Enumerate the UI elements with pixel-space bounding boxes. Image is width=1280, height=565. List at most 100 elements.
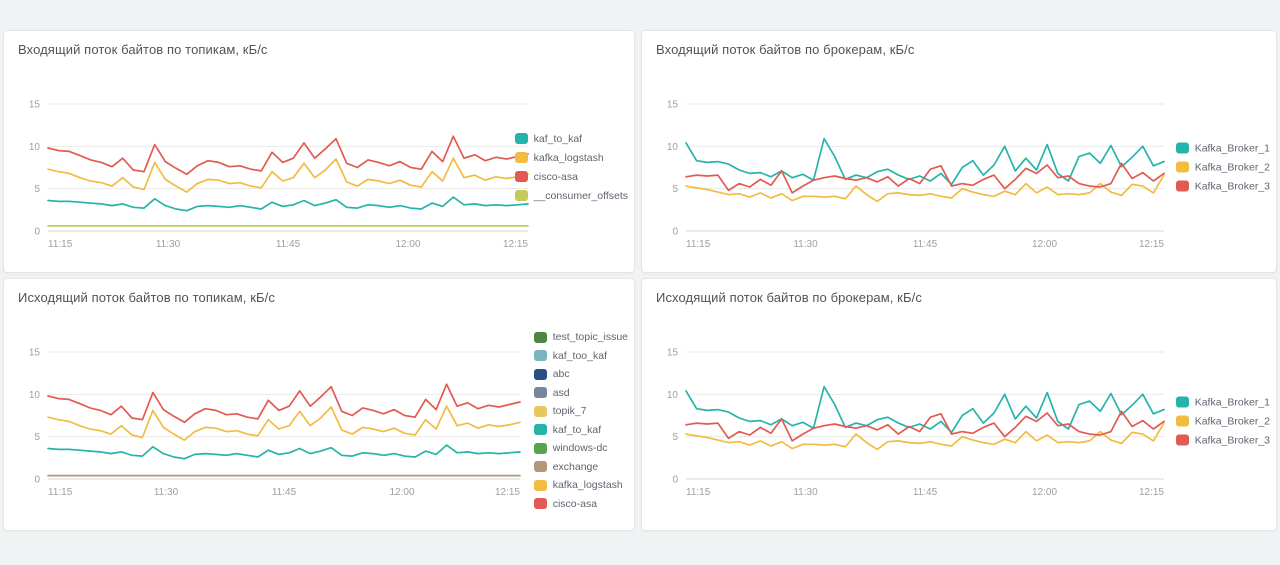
outgoing-topics-line-chart[interactable]: 0 5 10 15 11:15 11:30 11:45 12:00 12:15: [4, 309, 634, 530]
legend-swatch: [1175, 396, 1189, 408]
legend-label: Kafka_Broker_3: [1194, 180, 1270, 193]
legend-item-Kafka_Broker_2[interactable]: Kafka_Broker_2: [1175, 415, 1270, 428]
legend-item-Kafka_Broker_1[interactable]: Kafka_Broker_1: [1175, 396, 1270, 409]
legend-label: kaf_too_kaf: [552, 349, 607, 362]
legend-swatch: [1175, 180, 1189, 192]
legend-swatch: [1175, 434, 1189, 446]
legend-item-Kafka_Broker_3[interactable]: Kafka_Broker_3: [1175, 180, 1270, 193]
legend-label: Kafka_Broker_2: [1194, 415, 1270, 428]
legend-item-kaf_too_kaf[interactable]: kaf_too_kaf: [533, 349, 628, 362]
legend-swatch: [1175, 161, 1189, 173]
x-axis-tick: 11:45: [913, 239, 938, 250]
legend-swatch: [533, 479, 547, 491]
legend-label: cisco-asa: [552, 497, 598, 510]
y-axis-tick: 0: [34, 475, 40, 486]
legend-swatch: [1175, 142, 1189, 154]
legend-item-exchange[interactable]: exchange: [533, 460, 628, 473]
legend-item-test_topic_issue[interactable]: test_topic_issue: [533, 331, 628, 343]
kafka-dashboard: Входящий поток байтов по топикам, кБ/с 0…: [3, 30, 1277, 531]
x-axis-tick: 12:00: [1032, 239, 1057, 250]
y-axis-tick: 10: [667, 142, 679, 153]
series-line-kafka_logstash: [47, 405, 521, 441]
legend-item-__consumer_offsets[interactable]: __consumer_offsets: [514, 189, 628, 202]
panel-incoming-bytes-by-broker: Входящий поток байтов по брокерам, кБ/с …: [641, 30, 1277, 273]
legend-item-Kafka_Broker_2[interactable]: Kafka_Broker_2: [1175, 161, 1270, 173]
x-axis-tick: 11:15: [686, 487, 711, 498]
y-axis-tick: 0: [34, 227, 40, 238]
y-axis-tick: 5: [672, 184, 678, 195]
legend-item-topik_7[interactable]: topik_7: [533, 405, 628, 417]
y-axis-tick: 15: [667, 100, 679, 111]
legend-label: topik_7: [552, 405, 587, 417]
legend-item-kaf_to_kaf[interactable]: kaf_to_kaf: [533, 424, 628, 436]
legend-item-asd[interactable]: asd: [533, 386, 628, 399]
legend-label: asd: [552, 386, 570, 399]
x-axis-tick: 12:15: [1139, 487, 1164, 498]
series-line-kafka_logstash: [47, 157, 529, 193]
panel-title: Входящий поток байтов по топикам, кБ/с: [18, 42, 268, 57]
panel-outgoing-bytes-by-topic: Исходящий поток байтов по топикам, кБ/с …: [3, 278, 635, 531]
legend-item-Kafka_Broker_3[interactable]: Kafka_Broker_3: [1175, 434, 1270, 447]
legend-swatch: [533, 368, 547, 380]
series-line-Kafka_Broker_2: [685, 422, 1165, 451]
legend-swatch: [514, 190, 528, 202]
incoming-brokers-line-chart[interactable]: 0 5 10 15 11:15 11:30 11:45 12:00 12:15: [642, 61, 1276, 272]
legend-swatch: [514, 152, 528, 164]
legend-swatch: [533, 498, 547, 509]
legend-swatch: [533, 350, 547, 361]
legend-label: kaf_to_kaf: [533, 132, 583, 145]
y-axis-tick: 5: [34, 184, 40, 195]
legend-label: Kafka_Broker_3: [1194, 434, 1270, 447]
panel-incoming-bytes-by-topic: Входящий поток байтов по топикам, кБ/с 0…: [3, 30, 635, 273]
legend-label: windows-dc: [552, 442, 608, 454]
x-axis-tick: 12:15: [503, 239, 528, 250]
legend-item-kaf_to_kaf[interactable]: kaf_to_kaf: [514, 132, 628, 145]
series-line-Kafka_Broker_3: [685, 162, 1165, 194]
legend-label: Kafka_Broker_1: [1194, 396, 1270, 409]
legend-label: Kafka_Broker_1: [1194, 142, 1270, 155]
x-axis-tick: 11:15: [48, 487, 73, 498]
legend-swatch: [533, 424, 547, 435]
legend-label: abc: [552, 368, 570, 380]
legend-label: exchange: [552, 460, 599, 473]
legend-item-abc[interactable]: abc: [533, 368, 628, 380]
legend-item-kafka_logstash[interactable]: kafka_logstash: [533, 479, 628, 491]
legend-item-Kafka_Broker_1[interactable]: Kafka_Broker_1: [1175, 142, 1270, 155]
series-line-Kafka_Broker_3: [685, 410, 1165, 442]
legend-swatch: [533, 331, 547, 343]
legend: kaf_to_kaf kafka_logstash cisco-asa __consu…: [514, 132, 628, 209]
x-axis-tick: 11:45: [272, 487, 297, 498]
y-axis-tick: 5: [672, 432, 678, 443]
legend-swatch: [533, 461, 547, 472]
x-axis-tick: 11:30: [154, 487, 179, 498]
series-line-kaf_to_kaf: [47, 196, 529, 212]
legend-label: kafka_logstash: [552, 479, 623, 491]
y-axis-tick: 10: [29, 390, 41, 401]
legend: Kafka_Broker_1 Kafka_Broker_2 Kafka_Broker…: [1175, 396, 1270, 453]
legend-swatch: [514, 133, 528, 145]
legend-label: cisco-asa: [533, 170, 578, 183]
series-line-cisco-asa: [47, 383, 521, 424]
legend: Kafka_Broker_1 Kafka_Broker_2 Kafka_Broker…: [1175, 142, 1270, 199]
series-line-kaf_to_kaf: [47, 444, 521, 460]
y-axis-tick: 15: [29, 348, 41, 359]
legend-item-cisco-asa[interactable]: cisco-asa: [514, 170, 628, 183]
legend-item-cisco-asa[interactable]: cisco-asa: [533, 497, 628, 510]
legend-swatch: [533, 442, 547, 454]
y-axis-tick: 10: [29, 142, 41, 153]
incoming-topics-line-chart[interactable]: 0 5 10 15 11:15 11:30 11:45 12:00 12:15: [4, 61, 634, 272]
legend-item-kafka_logstash[interactable]: kafka_logstash: [514, 152, 628, 164]
y-axis-tick: 10: [667, 390, 679, 401]
legend-label: __consumer_offsets: [533, 189, 628, 202]
x-axis-tick: 11:45: [913, 487, 938, 498]
y-axis-tick: 5: [34, 432, 40, 443]
legend-item-windows-dc[interactable]: windows-dc: [533, 442, 628, 454]
outgoing-brokers-line-chart[interactable]: 0 5 10 15 11:15 11:30 11:45 12:00 12:15: [642, 309, 1276, 530]
series-line-Kafka_Broker_1: [685, 137, 1165, 186]
series-line-Kafka_Broker_1: [685, 385, 1165, 434]
x-axis-tick: 11:45: [276, 239, 301, 250]
x-axis-tick: 12:00: [395, 239, 420, 250]
legend-label: test_topic_issue: [552, 331, 628, 343]
y-axis-tick: 15: [29, 100, 41, 111]
